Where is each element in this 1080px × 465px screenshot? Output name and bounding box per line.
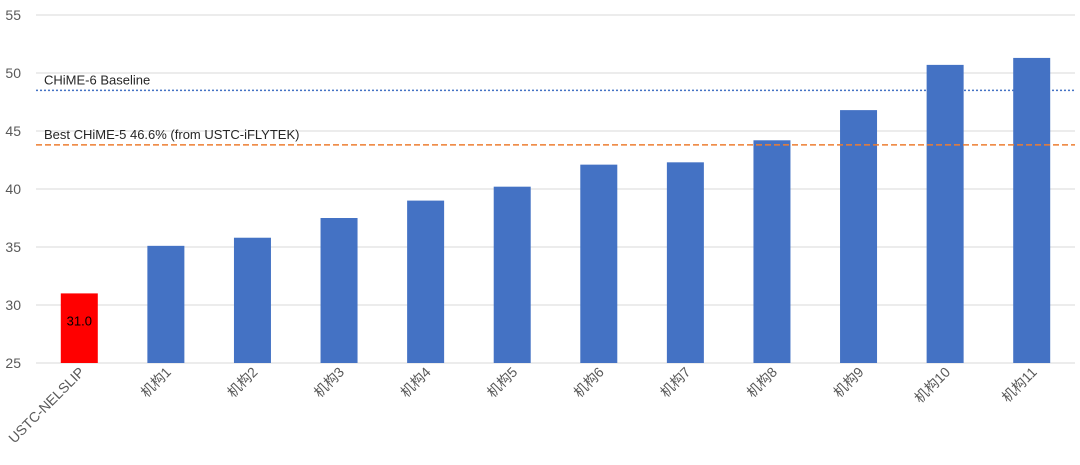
- gridlines: [36, 14, 1075, 364]
- y-tick-label: 50: [5, 65, 21, 81]
- bar: [493, 186, 531, 363]
- bar: [840, 110, 878, 364]
- bar: [407, 200, 445, 363]
- data-label: 31.0: [67, 313, 92, 328]
- x-axis-ticks: USTC-NELSLIP 机构1 机构2 机构3 机构4 机构5 机构6 机构7 机构8 机构9 机…: [5, 364, 1040, 446]
- x-tick-label: 机构1: [137, 364, 174, 401]
- x-tick-label: USTC-NELSLIP: [5, 364, 87, 446]
- x-tick-label: 机构6: [570, 364, 607, 401]
- bar: [580, 164, 618, 363]
- bar: [233, 237, 271, 363]
- y-tick-label: 55: [5, 7, 21, 23]
- bar: [60, 293, 98, 363]
- y-tick-label: 40: [5, 181, 21, 197]
- y-tick-label: 25: [5, 355, 21, 371]
- bar: [320, 218, 358, 363]
- x-tick-label: 机构9: [830, 364, 867, 401]
- bar: [1013, 57, 1051, 364]
- bar: [147, 245, 185, 363]
- x-tick-label: 机构2: [224, 364, 261, 401]
- bars: 31.0: [60, 57, 1051, 364]
- bar: [666, 162, 704, 363]
- y-axis-ticks: 25 30 35 40 45 50 55: [5, 7, 21, 371]
- x-tick-label: 机构4: [397, 364, 434, 401]
- reference-line-label: CHiME-6 Baseline: [44, 72, 150, 87]
- bar: [926, 64, 964, 363]
- bar: [753, 140, 791, 363]
- y-tick-label: 35: [5, 239, 21, 255]
- x-tick-label: 机构3: [311, 364, 348, 401]
- x-tick-label: 机构5: [484, 364, 521, 401]
- x-tick-label: 机构7: [657, 364, 694, 401]
- y-tick-label: 30: [5, 297, 21, 313]
- x-tick-label: 机构11: [998, 364, 1040, 406]
- x-tick-label: 机构10: [911, 364, 953, 406]
- reference-line-label: Best CHiME-5 46.6% (from USTC-iFLYTEK): [44, 127, 299, 142]
- reference-lines: CHiME-6 Baseline Best CHiME-5 46.6% (from…: [36, 72, 1075, 146]
- y-tick-label: 45: [5, 123, 21, 139]
- x-tick-label: 机构8: [743, 364, 780, 401]
